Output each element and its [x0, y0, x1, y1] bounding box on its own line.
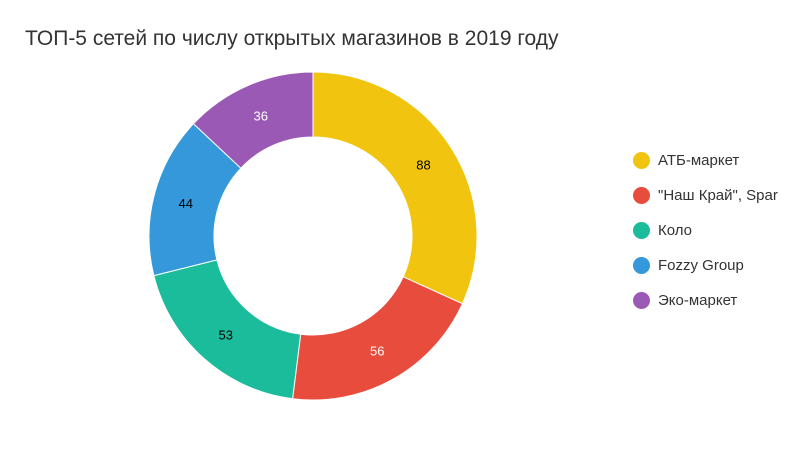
- legend-swatch-kolo: [633, 222, 650, 239]
- legend-item-atb[interactable]: АТБ-маркет: [633, 143, 800, 178]
- slice-1[interactable]: [292, 276, 464, 401]
- legend-label-fozzy-group: Fozzy Group: [658, 257, 744, 274]
- legend-label-nash-krai-spar: "Наш Край", Spar: [658, 187, 778, 204]
- slice-0[interactable]: [312, 71, 478, 305]
- legend-item-kolo[interactable]: Коло: [633, 213, 800, 248]
- legend-item-fozzy-group[interactable]: Fozzy Group: [633, 248, 800, 283]
- legend-item-nash-krai-spar[interactable]: "Наш Край", Spar: [633, 178, 800, 213]
- legend-label-atb: АТБ-маркет: [658, 152, 740, 169]
- legend-swatch-atb: [633, 152, 650, 169]
- legend-swatch-fozzy-group: [633, 257, 650, 274]
- slice-label-4: 36: [254, 108, 268, 123]
- legend: АТБ-маркет "Наш Край", Spar Коло Fozzy G…: [633, 143, 800, 318]
- legend-swatch-nash-krai-spar: [633, 187, 650, 204]
- legend-swatch-eko-market: [633, 292, 650, 309]
- slice-label-1: 56: [370, 344, 384, 359]
- legend-label-kolo: Коло: [658, 222, 693, 239]
- slice-label-2: 53: [218, 327, 232, 342]
- legend-item-eko-market[interactable]: Эко-маркет: [633, 283, 800, 318]
- chart-title: ТОП-5 сетей по числу открытых магазинов …: [25, 27, 559, 50]
- slice-label-3: 44: [179, 196, 193, 211]
- legend-label-eko-market: Эко-маркет: [658, 292, 738, 309]
- slice-4[interactable]: [192, 71, 314, 169]
- slice-label-0: 88: [416, 158, 430, 173]
